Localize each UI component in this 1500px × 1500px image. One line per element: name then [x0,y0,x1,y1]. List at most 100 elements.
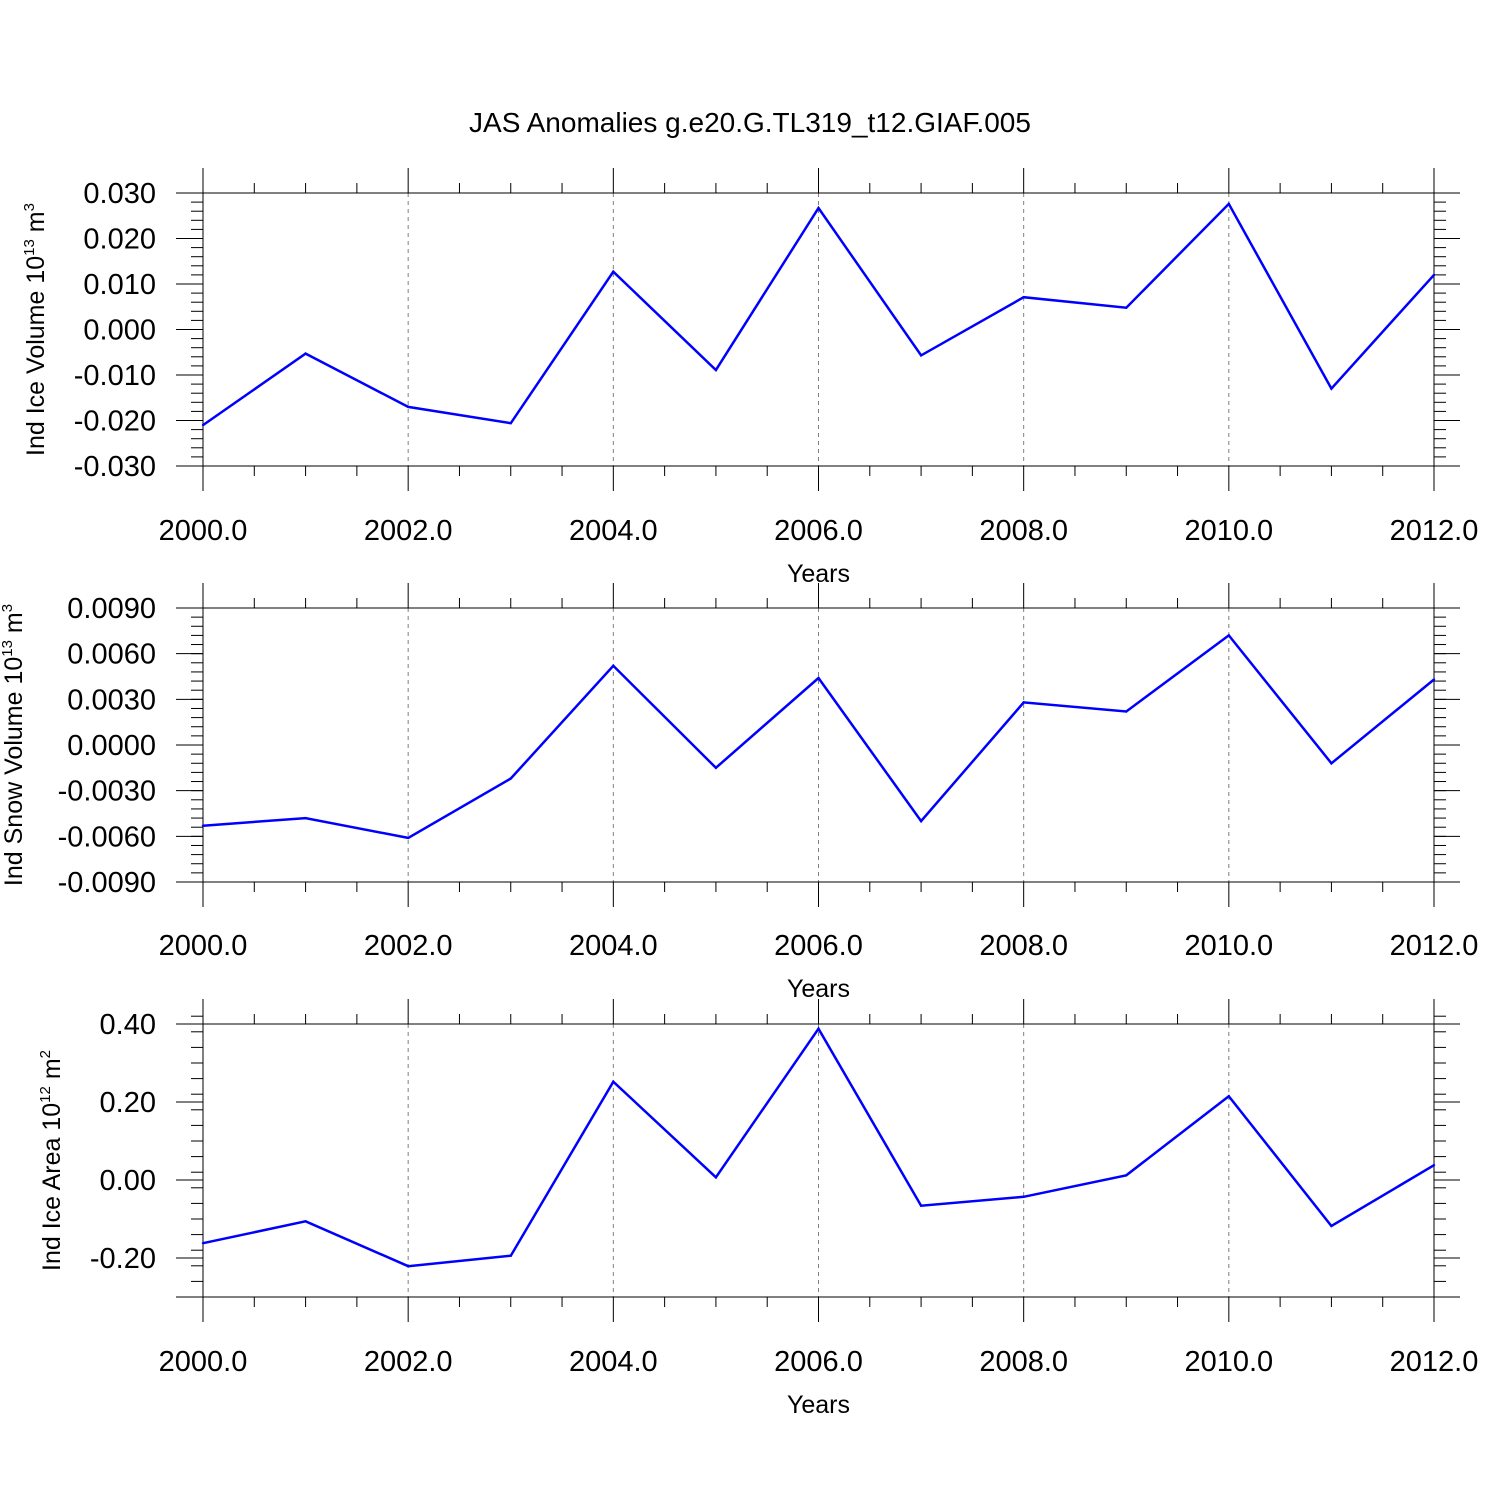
y-axis-label: Ind Ice Area 1012 m2 [37,1050,66,1271]
y-axis-label-unit-exponent: 2 [37,1050,54,1058]
y-tick-label: 0.010 [83,269,156,301]
y-tick-label: 0.20 [100,1087,156,1119]
data-point [304,816,307,820]
y-tick-label: 0.0060 [67,639,156,671]
data-point [304,352,307,355]
x-tick-label: 2002.0 [364,930,453,962]
y-axis-label-main: Ind Ice Volume 10 [22,256,50,456]
data-point [1022,701,1025,704]
data-point [612,664,615,668]
x-tick-label: 2004.0 [569,1346,658,1378]
y-tick-label: -0.030 [74,451,156,483]
x-tick-label: 2010.0 [1184,515,1273,547]
data-point [1022,295,1025,299]
x-tick-label: 2008.0 [979,930,1068,962]
x-tick-label: 2010.0 [1184,930,1273,962]
y-tick-label: 0.0090 [67,593,156,625]
y-axis-label: Ind Snow Volume 1013 m3 [0,604,28,886]
data-point [1022,1195,1025,1198]
data-point [919,354,923,357]
data-point [1125,1174,1128,1177]
data-point [714,368,718,372]
y-tick-label: -0.20 [90,1243,156,1275]
data-point [919,1204,923,1207]
x-tick-label: 2006.0 [774,930,863,962]
data-point [817,206,820,210]
x-tick-label: 2012.0 [1390,930,1479,962]
data-point [817,1027,820,1030]
data-point [1432,1163,1436,1167]
x-tick-label: 2010.0 [1184,1346,1273,1378]
y-tick-label: 0.40 [100,1009,156,1041]
data-point [406,1264,410,1268]
y-axis-label-unit: m [38,1058,66,1086]
data-point [919,819,923,823]
data-point [201,423,205,427]
chart-panel-1: 0.0300.0200.0100.000-0.010-0.020-0.03020… [21,168,1478,588]
x-tick-label: 2006.0 [774,1346,863,1378]
data-point [612,1080,615,1083]
x-tick-label: 2008.0 [979,1346,1068,1378]
data-point [1227,634,1231,637]
y-tick-label: 0.0000 [67,730,156,762]
y-tick-label: -0.0090 [58,867,156,899]
data-point [1432,273,1436,277]
y-axis-label-exponent: 12 [37,1086,54,1103]
y-axis-label-main: Ind Ice Area 10 [38,1103,66,1271]
data-point [1227,1094,1231,1098]
x-tick-label: 2012.0 [1390,515,1479,547]
data-point [1330,387,1333,390]
data-point [1330,1224,1333,1228]
x-tick-label: 2002.0 [364,1346,453,1378]
y-axis-label-unit: m [22,211,50,239]
y-axis-label-unit-exponent: 3 [21,203,38,211]
data-point [1125,710,1128,713]
figure-title: JAS Anomalies g.e20.G.TL319_t12.GIAF.005 [469,107,1031,138]
y-axis-label-unit-exponent: 3 [0,604,16,612]
y-tick-label: -0.0060 [58,821,156,853]
x-tick-label: 2012.0 [1390,1346,1479,1378]
y-tick-label: 0.000 [83,315,156,347]
data-point [714,766,718,770]
y-axis-label: Ind Ice Volume 1013 m3 [21,203,50,456]
data-point [406,836,410,840]
x-tick-label: 2002.0 [364,515,453,547]
y-tick-label: 0.020 [83,224,156,256]
y-axis-label-main: Ind Snow Volume 10 [0,657,28,886]
data-point [612,270,615,273]
x-axis-label: Years [787,1391,850,1419]
data-point [201,1241,205,1245]
x-tick-label: 2008.0 [979,515,1068,547]
data-point [304,1220,307,1223]
data-point [1125,306,1128,309]
data-point [1432,678,1436,681]
y-tick-label: 0.00 [100,1165,156,1197]
y-tick-label: -0.020 [74,406,156,438]
data-point [1227,202,1231,206]
data-point [1330,762,1333,765]
y-axis-label-exponent: 13 [0,640,16,657]
data-point [509,777,512,780]
data-point [201,824,205,827]
y-tick-label: 0.030 [83,178,156,210]
chart-panel-2: 0.0090 0.0060 0.0030 0.0000 -0.0030 -0.0060 -0… [0,583,1478,1003]
y-axis-label-exponent: 13 [21,239,38,256]
y-tick-label: 0.0030 [67,684,156,716]
data-point [817,676,820,680]
x-tick-label: 2000.0 [159,515,248,547]
chart-panel-3: 0.40 0.20 0.00 -0.20 2000.0 2002.0 2004.0 2006.… [37,999,1478,1419]
x-tick-label: 2004.0 [569,930,658,962]
x-tick-label: 2000.0 [159,930,248,962]
x-tick-label: 2000.0 [159,1346,248,1378]
x-axis-label: Years [787,975,850,1003]
y-axis-label-unit: m [0,612,28,640]
data-point [714,1176,718,1179]
x-tick-label: 2004.0 [569,515,658,547]
data-point [406,405,410,409]
x-tick-label: 2006.0 [774,515,863,547]
data-point [509,1254,512,1257]
y-tick-label: -0.0030 [58,776,156,808]
panels: 0.0300.0200.0100.000-0.010-0.020-0.03020… [0,168,1478,1419]
y-tick-label: -0.010 [74,360,156,392]
